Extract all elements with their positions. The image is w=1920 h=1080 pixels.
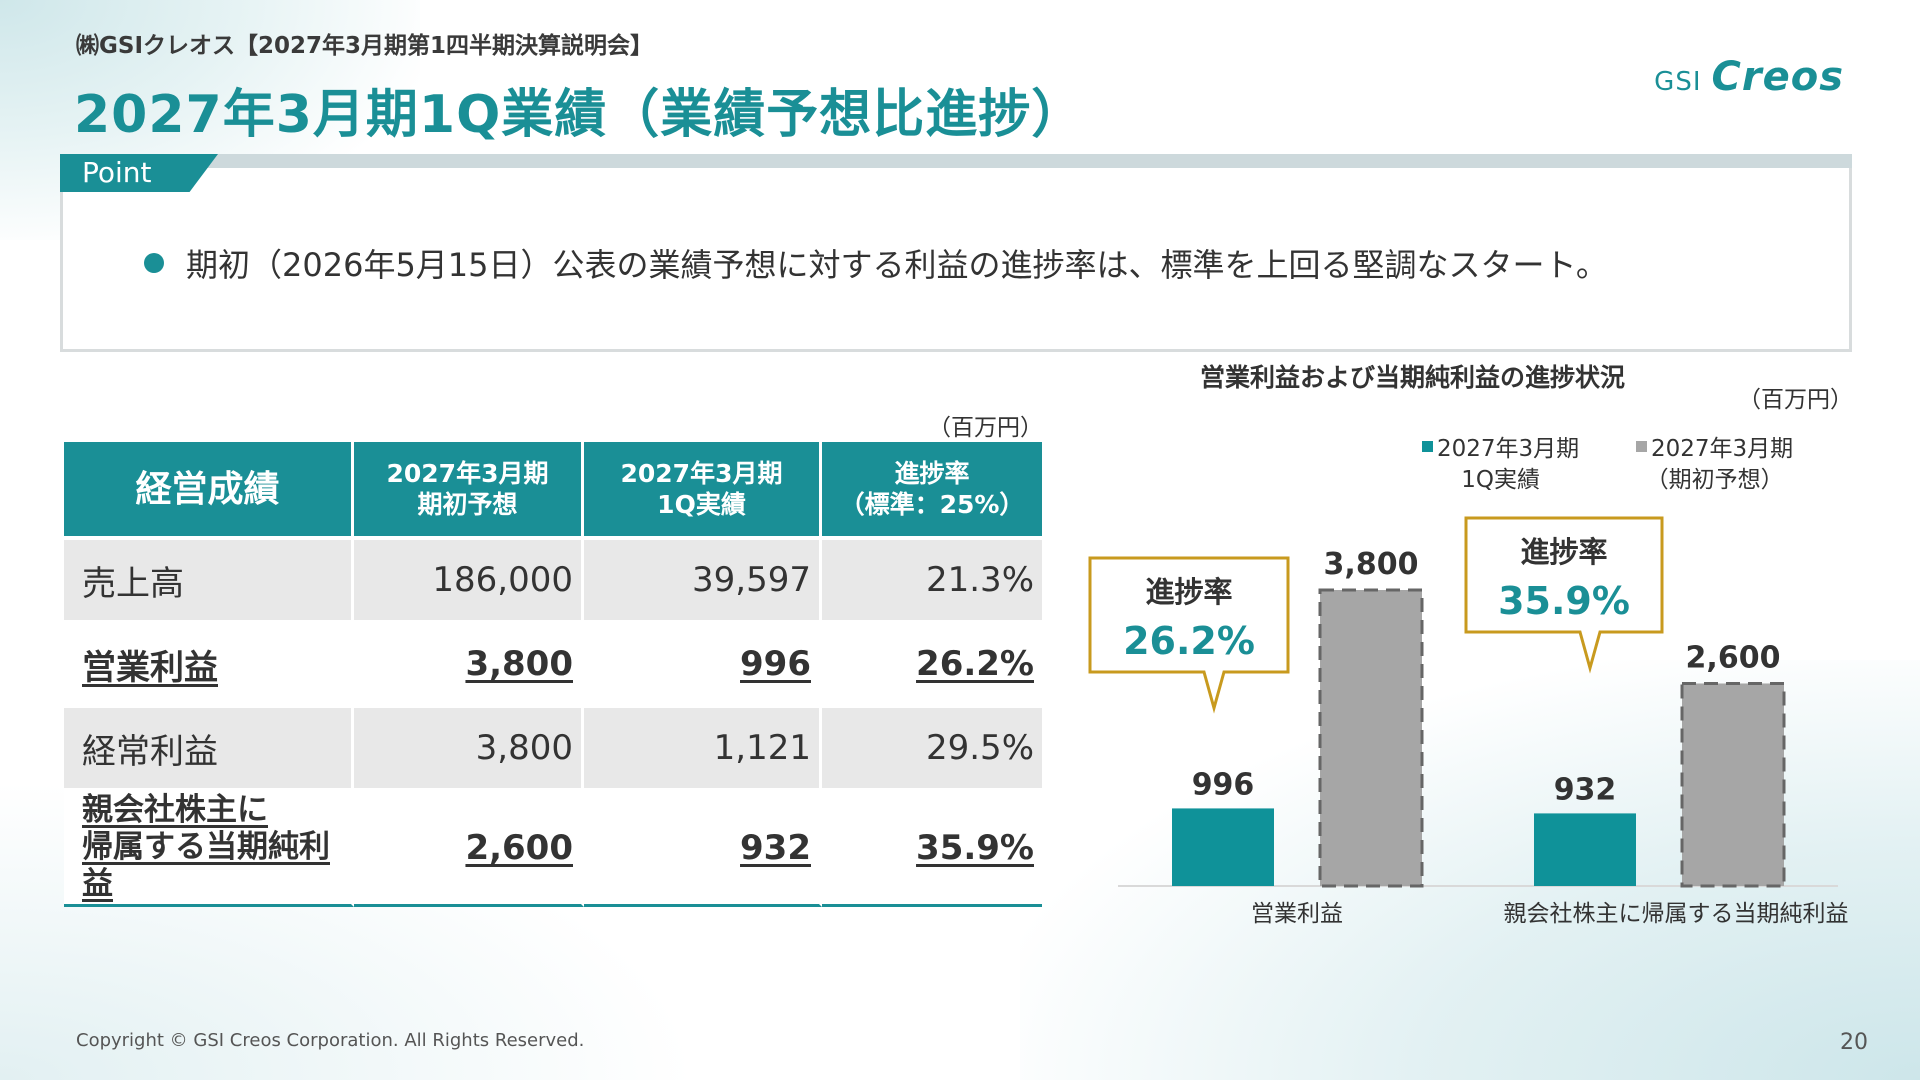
point-header-bar [60, 154, 1852, 168]
header-cell-item: 経営成績 [64, 442, 354, 536]
logo-gsi-text: GSI [1654, 67, 1702, 97]
progress-value: 21.3% [822, 536, 1042, 620]
progress-callout-1 [1088, 556, 1290, 714]
table-row-net-income: 親会社株主に 帰属する当期純利益 2,600 932 35.9% [64, 788, 1042, 907]
row-label-line-1: 親会社株主に [82, 792, 268, 828]
category-label-2: 親会社株主に帰属する当期純利益 [1504, 901, 1849, 927]
chart-unit: （百万円） [1738, 387, 1853, 413]
logo-creos-text: Creos [1711, 54, 1844, 100]
point-tab: Point [60, 154, 218, 192]
actual-value: 996 [740, 644, 811, 684]
point-text: 期初（2026年5月15日）公表の業績予想に対する利益の進捗率は、標準を上回る堅… [186, 246, 1608, 284]
point-statement: 期初（2026年5月15日）公表の業績予想に対する利益の進捗率は、標準を上回る堅… [144, 240, 1608, 286]
page-number: 20 [1840, 1030, 1868, 1055]
forecast-value: 3,800 [465, 644, 573, 684]
header-subtitle: ㈱GSIクレオス【2027年3月期第1四半期決算説明会】 [76, 33, 654, 59]
data-label-forecast-1: 3,800 [1324, 547, 1419, 582]
actual-value: 1,121 [584, 704, 822, 788]
forecast-value: 3,800 [354, 704, 584, 788]
chart-title: 営業利益および当期純利益の進捗状況 [1200, 363, 1626, 392]
bar-actual-1 [1172, 808, 1274, 886]
header-cell-progress: 進捗率 （標準：25%） [822, 442, 1042, 536]
forecast-value: 2,600 [465, 827, 573, 868]
header-cell-forecast: 2027年3月期 期初予想 [354, 442, 584, 536]
row-label-line-2: 帰属する当期純利益 [82, 829, 330, 903]
point-box [60, 168, 1852, 352]
table-header-row: 経営成績 2027年3月期 期初予想 2027年3月期 1Q実績 進捗率 （標準：25… [64, 442, 1042, 536]
legend-swatch-forecast [1636, 441, 1647, 452]
footer-copyright: Copyright © GSI Creos Corporation. All R… [76, 1030, 585, 1051]
bar-forecast-1 [1318, 588, 1424, 888]
legend-swatch-actual [1422, 441, 1433, 452]
progress-callout-2 [1464, 516, 1664, 674]
table-row-sales: 売上高 186,000 39,597 21.3% [64, 536, 1042, 620]
callout-value-2: 35.9% [1498, 579, 1630, 623]
progress-value: 29.5% [822, 704, 1042, 788]
progress-value: 26.2% [916, 644, 1034, 684]
row-label: 営業利益 [82, 647, 218, 688]
callout-label-1: 進捗率 [1145, 575, 1232, 609]
company-logo: GSI Creos [1654, 54, 1844, 100]
actual-value: 39,597 [584, 536, 822, 620]
bar-actual-2 [1534, 813, 1636, 886]
table-unit: （百万円） [928, 415, 1043, 441]
forecast-value: 186,000 [354, 536, 584, 620]
callout-label-2: 進捗率 [1520, 535, 1607, 569]
page-title: 2027年3月期1Q業績（業績予想比進捗） [74, 85, 1085, 145]
callout-value-1: 26.2% [1123, 619, 1255, 663]
table-row-operating-profit: 営業利益 3,800 996 26.2% [64, 620, 1042, 704]
table-row-ordinary-profit: 経常利益 3,800 1,121 29.5% [64, 704, 1042, 788]
row-label: 経常利益 [64, 704, 354, 788]
category-label-1: 営業利益 [1251, 901, 1343, 927]
data-label-actual-1: 996 [1192, 767, 1255, 802]
bullet-icon [144, 253, 164, 273]
legend-item-forecast: 2027年3月期 （期初予想） [1636, 434, 1793, 496]
progress-value: 35.9% [916, 827, 1034, 868]
bar-forecast-2 [1680, 681, 1786, 888]
header-cell-actual: 2027年3月期 1Q実績 [584, 442, 822, 536]
row-label: 売上高 [64, 536, 354, 620]
actual-value: 932 [740, 827, 811, 868]
data-label-actual-2: 932 [1554, 772, 1617, 807]
legend-item-actual: 2027年3月期 1Q実績 [1422, 434, 1579, 496]
results-table: 経営成績 2027年3月期 期初予想 2027年3月期 1Q実績 進捗率 （標準：25… [64, 442, 1042, 907]
data-label-forecast-2: 2,600 [1686, 640, 1781, 675]
